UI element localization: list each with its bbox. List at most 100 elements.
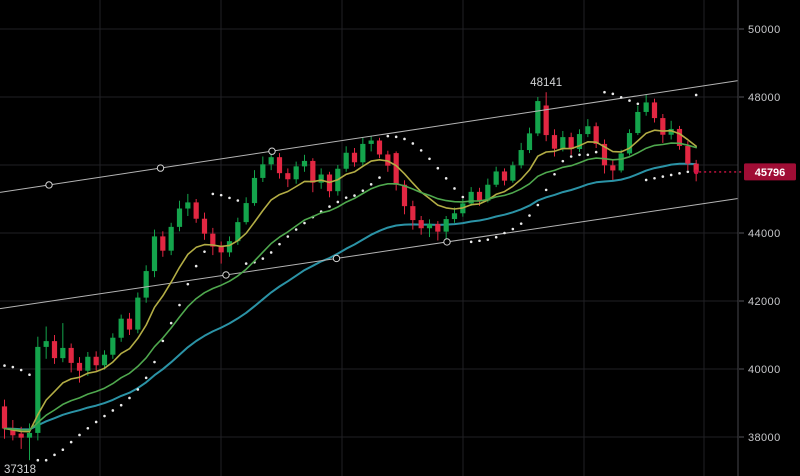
candle-body: [576, 134, 583, 150]
trend-line-lower[interactable]: [0, 197, 739, 310]
candle: [260, 156, 266, 182]
candle-body: [368, 140, 374, 144]
candle-body: [68, 347, 74, 363]
psar-dot: [203, 250, 206, 253]
psar-dot: [694, 93, 698, 97]
psar-dot: [286, 235, 290, 238]
candle: [576, 129, 583, 153]
candle-body: [226, 241, 233, 253]
psar-dot: [111, 409, 115, 412]
candle-body: [201, 218, 208, 234]
trend-line-handle[interactable]: [156, 164, 165, 172]
candle-body: [518, 150, 524, 166]
candle-body: [385, 154, 391, 166]
candle-body: [10, 428, 16, 436]
trend-line-handle[interactable]: [268, 147, 276, 155]
candle: [218, 241, 224, 264]
psar-dot: [569, 155, 573, 158]
psar-dot: [328, 205, 331, 208]
candle: [535, 97, 541, 137]
candle: [635, 105, 641, 136]
trend-line-handle[interactable]: [443, 238, 451, 246]
psar-dot: [69, 440, 73, 444]
candle-body: [218, 246, 224, 253]
psar-dot: [544, 188, 548, 192]
candle-body: [285, 173, 291, 180]
candle: [418, 216, 424, 235]
psar-dot: [136, 388, 140, 391]
grid-layer: [0, 0, 738, 476]
psar-dot: [653, 176, 656, 180]
price-axis[interactable]: 50000 48000 44000 42000 40000 38000: [737, 0, 781, 476]
candle-body: [35, 346, 41, 433]
trend-line-handle[interactable]: [45, 181, 53, 189]
psar-dot: [261, 257, 265, 260]
ma-long-line: [3, 162, 698, 431]
ma-slow-path: [3, 142, 698, 432]
candle-body: [426, 224, 433, 229]
psar-dot: [269, 251, 273, 254]
psar-dot: [369, 183, 373, 186]
ma-slow-line: [3, 142, 698, 432]
candle: [193, 199, 199, 223]
candle-body: [193, 202, 199, 219]
psar-dot: [411, 142, 415, 145]
candles-layer: [1, 92, 699, 461]
candle-body: [26, 432, 33, 438]
candle-body: [118, 318, 124, 338]
candle: [126, 312, 133, 335]
psar-dot: [444, 177, 448, 180]
psar-dot: [119, 403, 123, 407]
candle-body: [110, 337, 116, 355]
low-price-label: 37318: [4, 464, 36, 476]
candle-body: [568, 137, 574, 150]
psar-dot: [294, 228, 298, 231]
psar-dot: [361, 189, 365, 192]
trend-line-upper[interactable]: [0, 80, 739, 193]
candle: [201, 212, 208, 240]
candle-body: [526, 133, 533, 151]
psar-dots-layer: [3, 90, 698, 462]
candle-body: [510, 165, 516, 181]
candle-body: [235, 222, 241, 242]
psar-dot: [678, 172, 681, 175]
candle: [326, 171, 333, 198]
candle: [543, 92, 549, 142]
psar-dot: [53, 453, 56, 457]
axis-tick-label: 40000: [748, 364, 781, 376]
psar-dot: [19, 368, 23, 372]
candle-body: [626, 133, 633, 154]
last-price-marker: 45796: [693, 163, 796, 181]
candle: [493, 166, 499, 188]
trend-channel[interactable]: [0, 80, 739, 310]
candle-body: [301, 160, 308, 167]
last-price-label: 45796: [755, 167, 786, 179]
trend-line-handle[interactable]: [332, 254, 341, 263]
candle: [226, 236, 233, 257]
candle: [618, 149, 624, 173]
candle-body: [343, 152, 349, 169]
psar-dot: [561, 159, 565, 163]
trend-line-handle[interactable]: [222, 271, 230, 279]
psar-dot: [336, 200, 340, 204]
candle-body: [393, 153, 399, 185]
psar-dot: [428, 157, 431, 161]
psar-dot: [161, 339, 165, 343]
candle: [118, 314, 124, 342]
psar-dot: [519, 222, 523, 225]
psar-dot: [378, 176, 381, 179]
candle: [643, 94, 649, 116]
candle-body: [135, 297, 141, 330]
psar-dot: [669, 173, 673, 177]
psar-dot: [244, 262, 248, 265]
candle-body: [535, 101, 541, 134]
candle-body: [143, 271, 149, 298]
psar-dot: [486, 238, 490, 241]
candle: [551, 129, 558, 157]
candle: [243, 197, 249, 225]
candle-body: [160, 236, 166, 251]
candle-body: [268, 157, 274, 165]
psar-dot: [153, 360, 156, 364]
